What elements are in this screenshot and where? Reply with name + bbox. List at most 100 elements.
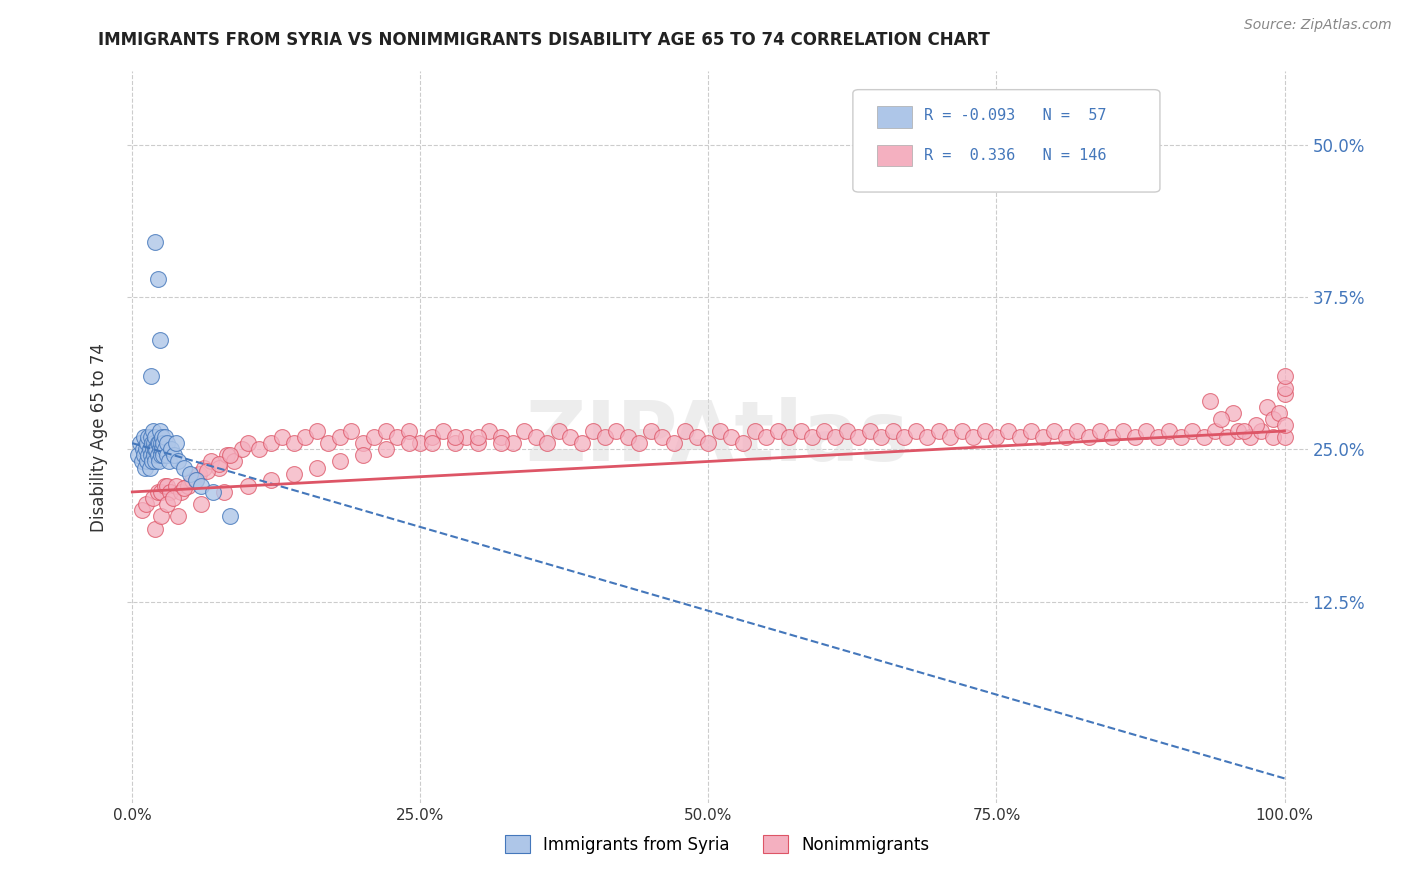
Point <box>409 436 432 450</box>
Point <box>640 424 662 438</box>
Point <box>1181 424 1204 438</box>
Point <box>789 424 811 438</box>
Point <box>1204 424 1226 438</box>
Point <box>316 436 339 450</box>
Point <box>143 235 166 249</box>
Point <box>165 479 187 493</box>
Point <box>917 430 939 444</box>
Point <box>208 457 231 471</box>
Point <box>156 436 179 450</box>
Point <box>628 436 651 450</box>
Point <box>744 424 766 438</box>
Point <box>1019 424 1042 438</box>
Point <box>547 424 569 438</box>
Point <box>135 497 157 511</box>
Point <box>146 448 169 462</box>
Point <box>502 436 524 450</box>
Point <box>136 436 159 450</box>
Point <box>374 442 396 457</box>
Point <box>271 430 294 444</box>
Point <box>141 454 163 468</box>
Point <box>398 436 420 450</box>
Text: IMMIGRANTS FROM SYRIA VS NONIMMIGRANTS DISABILITY AGE 65 TO 74 CORRELATION CHART: IMMIGRANTS FROM SYRIA VS NONIMMIGRANTS D… <box>98 31 990 49</box>
Point <box>190 497 212 511</box>
Point <box>1198 393 1220 408</box>
Point <box>374 424 396 438</box>
Point <box>363 430 385 444</box>
Point <box>149 333 172 347</box>
Text: R =  0.336   N = 146: R = 0.336 N = 146 <box>924 148 1107 163</box>
Point <box>1250 424 1272 438</box>
Point <box>1216 430 1239 444</box>
Point <box>420 436 443 450</box>
Point <box>150 485 173 500</box>
Point <box>329 454 352 468</box>
Point <box>536 436 558 450</box>
Point <box>904 424 927 438</box>
Point <box>150 436 173 450</box>
Point <box>673 424 696 438</box>
Point <box>134 460 156 475</box>
Point <box>928 424 950 438</box>
Point <box>1274 369 1296 384</box>
Point <box>181 473 204 487</box>
Point <box>1123 430 1146 444</box>
Point <box>939 430 962 444</box>
Point <box>135 442 157 457</box>
Point <box>513 424 536 438</box>
Point <box>143 430 166 444</box>
Point <box>444 436 467 450</box>
Point <box>132 448 155 462</box>
Point <box>1008 430 1031 444</box>
Point <box>1261 430 1284 444</box>
Y-axis label: Disability Age 65 to 74: Disability Age 65 to 74 <box>90 343 108 532</box>
Point <box>139 448 162 462</box>
Point <box>870 430 893 444</box>
Point <box>686 430 709 444</box>
Point <box>156 497 179 511</box>
Bar <box>876 106 912 128</box>
Point <box>141 436 163 450</box>
Point <box>143 448 166 462</box>
Point <box>150 442 173 457</box>
Point <box>329 430 352 444</box>
Point <box>132 430 155 444</box>
Point <box>755 430 778 444</box>
Point <box>157 454 180 468</box>
Point <box>201 485 224 500</box>
Point <box>720 430 742 444</box>
Point <box>1274 417 1296 432</box>
Point <box>560 430 582 444</box>
Point <box>766 424 789 438</box>
Point <box>593 430 616 444</box>
Point <box>778 430 800 444</box>
Point <box>179 467 201 481</box>
Point <box>352 448 374 462</box>
Point <box>1256 400 1278 414</box>
Point <box>1101 430 1123 444</box>
Point <box>219 509 242 524</box>
Point <box>467 430 489 444</box>
Point <box>835 424 858 438</box>
Point <box>162 491 184 505</box>
Point <box>259 436 281 450</box>
Point <box>305 424 328 438</box>
Point <box>149 442 172 457</box>
Legend: Immigrants from Syria, Nonimmigrants: Immigrants from Syria, Nonimmigrants <box>498 829 936 860</box>
Point <box>1088 424 1111 438</box>
Point <box>1268 406 1291 420</box>
Point <box>294 430 316 444</box>
Point <box>352 436 374 450</box>
Point <box>283 436 305 450</box>
Point <box>420 430 443 444</box>
Point <box>222 454 245 468</box>
Point <box>142 491 165 505</box>
Point <box>193 460 215 475</box>
Point <box>142 424 165 438</box>
Point <box>305 460 328 475</box>
Point <box>1211 412 1233 426</box>
Point <box>142 442 165 457</box>
Point <box>893 430 915 444</box>
Point <box>131 442 153 457</box>
Point <box>150 509 173 524</box>
